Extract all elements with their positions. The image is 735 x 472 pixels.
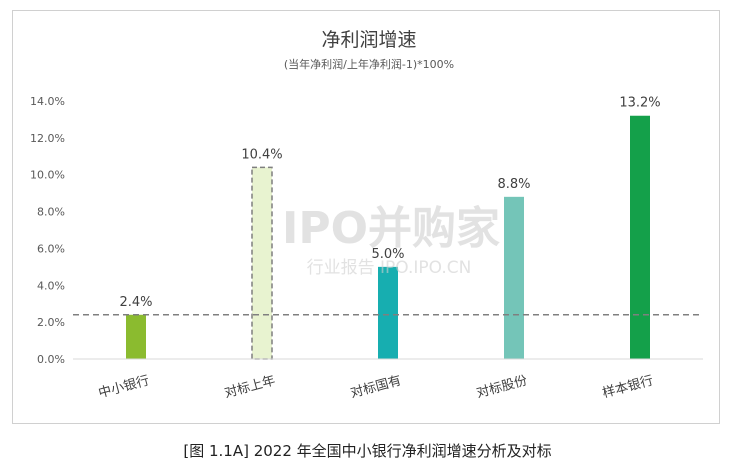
y-tick-label: 2.0% xyxy=(37,316,65,329)
chart-title: 净利润增速 xyxy=(321,29,416,51)
watermark-main: IPO并购家 xyxy=(282,203,500,254)
chart-subtitle: (当年净利润/上年净利润-1)*100% xyxy=(284,57,454,71)
bar xyxy=(630,115,650,359)
y-tick-label: 14.0% xyxy=(30,95,65,108)
figure-caption: [图 1.1A] 2022 年全国中小银行净利润增速分析及对标 xyxy=(183,442,552,460)
data-label: 2.4% xyxy=(119,295,152,310)
chart-svg: 净利润增速 (当年净利润/上年净利润-1)*100% 0.0% 2.0% 4.0% 6… xyxy=(30,29,703,401)
x-tick-label: 样本银行 xyxy=(601,373,655,401)
x-tick-label: 中小银行 xyxy=(97,373,151,401)
bars-group xyxy=(126,115,650,360)
x-tick-label: 对标上年 xyxy=(223,373,277,401)
y-tick-label: 8.0% xyxy=(37,206,65,219)
y-axis-ticks: 0.0% 2.0% 4.0% 6.0% 8.0% 10.0% 12.0% 14.0% xyxy=(30,95,65,366)
data-label: 10.4% xyxy=(241,147,282,162)
data-labels: 2.4% 10.4% 5.0% 8.8% 13.2% xyxy=(119,96,660,310)
x-axis-ticks: 中小银行 对标上年 对标国有 对标股份 样本银行 xyxy=(97,373,655,401)
chart-frame: 净利润增速 (当年净利润/上年净利润-1)*100% 0.0% 2.0% 4.0% 6… xyxy=(12,10,720,424)
y-tick-label: 12.0% xyxy=(30,132,65,145)
data-label: 5.0% xyxy=(371,247,404,262)
bar xyxy=(251,166,273,360)
bar xyxy=(378,266,398,359)
y-tick-label: 0.0% xyxy=(37,353,65,366)
bar xyxy=(504,196,524,359)
x-tick-label: 对标股份 xyxy=(475,373,529,401)
data-label: 13.2% xyxy=(619,96,660,111)
bar xyxy=(126,314,146,359)
y-tick-label: 6.0% xyxy=(37,242,65,255)
x-tick-label: 对标国有 xyxy=(349,373,403,401)
y-tick-label: 4.0% xyxy=(37,279,65,292)
data-label: 8.8% xyxy=(497,177,530,192)
watermark: IPO并购家 行业报告 IPO.IPO.CN xyxy=(282,203,500,278)
y-tick-label: 10.0% xyxy=(30,169,65,182)
watermark-sub: 行业报告 IPO.IPO.CN xyxy=(307,258,472,278)
